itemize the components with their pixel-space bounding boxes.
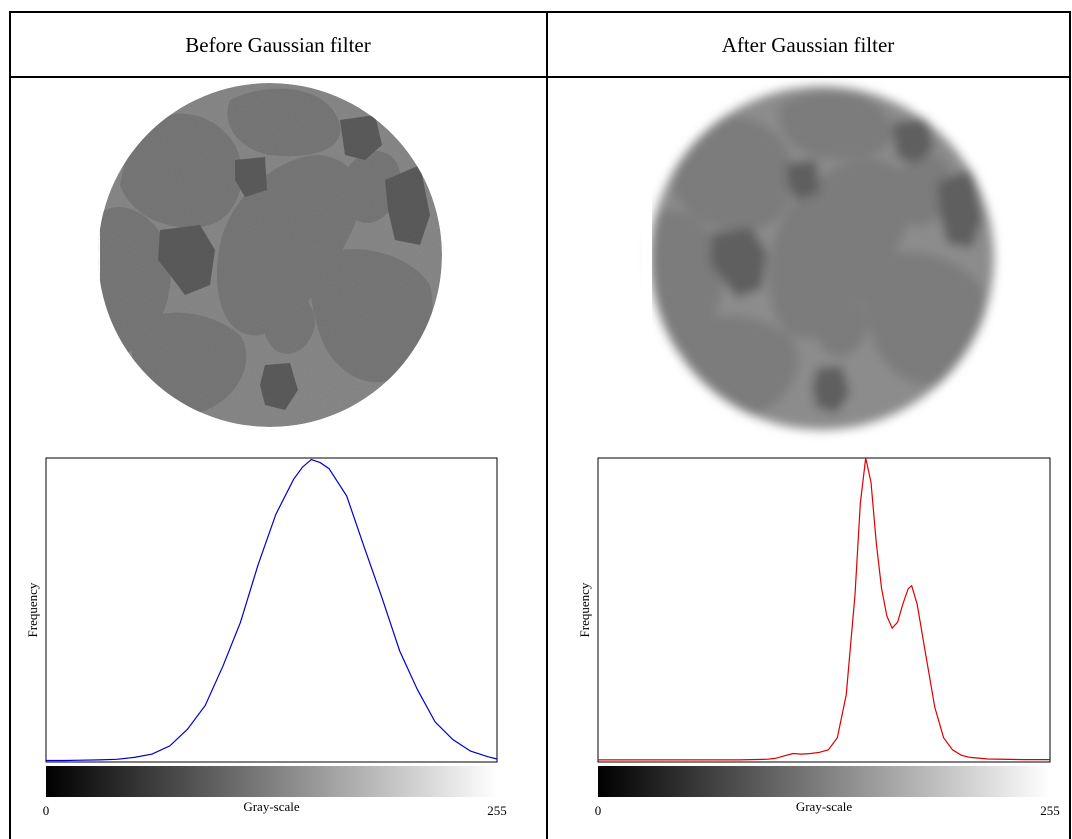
table-frame (9, 11, 1071, 839)
histogram-line (598, 457, 1050, 761)
column-header: Before Gaussian filter (185, 33, 370, 57)
histogram-line (46, 458, 498, 762)
gray-scale-bar (46, 766, 497, 797)
column-header: After Gaussian filter (722, 33, 895, 57)
x-tick-label: 255 (487, 803, 507, 818)
x-axis-label: Gray-scale (243, 799, 300, 814)
gray-scale-bar (598, 766, 1050, 797)
x-axis-label: Gray-scale (796, 799, 853, 814)
plot-frame (597, 457, 1051, 763)
y-axis-label: Frequency (25, 582, 40, 637)
plot-frame (45, 457, 498, 763)
x-tick-label: 0 (43, 803, 50, 818)
ct-image-raw (98, 83, 442, 427)
y-axis-label: Frequency (577, 582, 592, 637)
x-tick-label: 255 (1040, 803, 1060, 818)
x-tick-label: 0 (595, 803, 602, 818)
ct-image-filtered (642, 78, 994, 438)
